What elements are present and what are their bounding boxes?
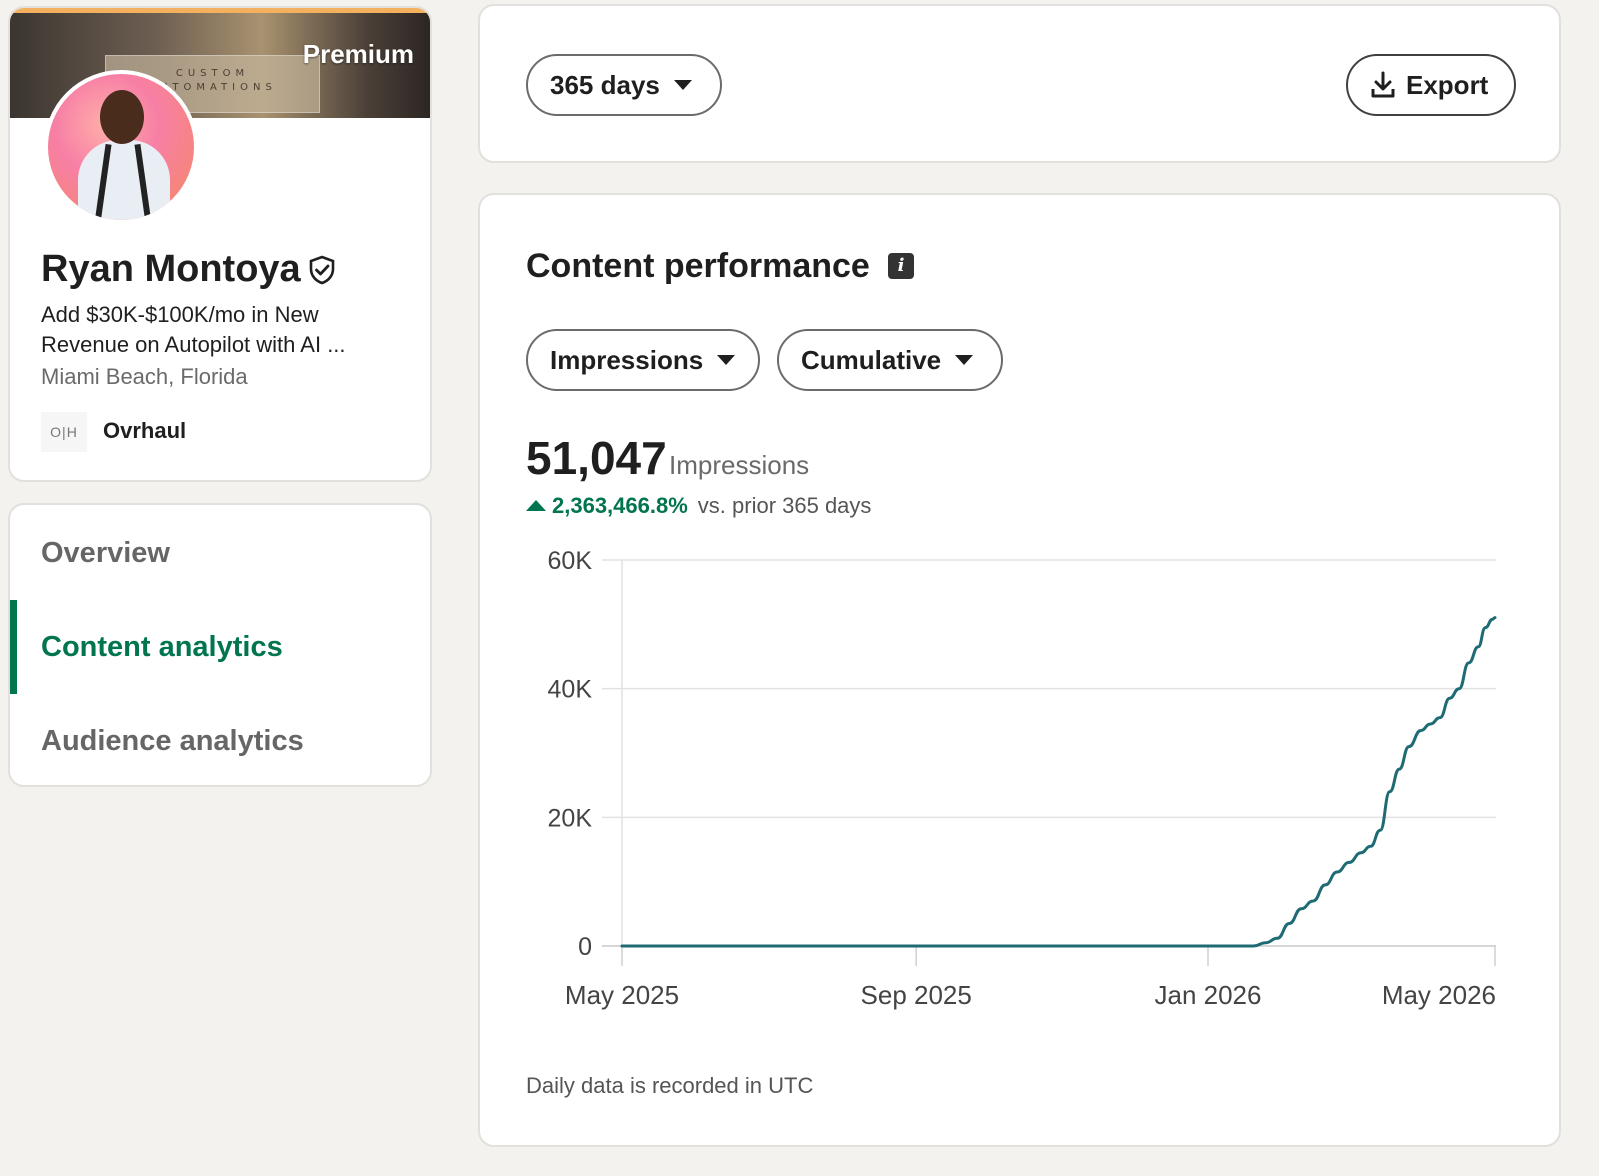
- date-range-dropdown[interactable]: 365 days: [526, 54, 722, 116]
- y-tick-label: 20K: [548, 804, 593, 832]
- avatar[interactable]: [44, 70, 198, 224]
- export-label: Export: [1406, 69, 1489, 100]
- x-tick-label: Sep 2025: [861, 980, 972, 1010]
- metric-dropdown[interactable]: Impressions: [526, 329, 760, 391]
- series-line: [620, 616, 1497, 948]
- analytics-nav: Overview Content analytics Audience anal…: [8, 503, 432, 787]
- change-indicator: 2,363,466.8% vs. prior 365 days: [526, 493, 871, 519]
- section-title: Content performance: [526, 247, 870, 285]
- content-performance-card: Content performance i Impressions Cumula…: [478, 193, 1561, 1147]
- banner-sign-line2: AUTOMATIONS: [148, 82, 277, 93]
- change-suffix: vs. prior 365 days: [697, 493, 872, 518]
- date-range-label: 365 days: [550, 69, 660, 100]
- verified-shield-icon: [309, 255, 335, 285]
- profile-location: Miami Beach, Florida: [41, 364, 248, 389]
- y-tick-label: 40K: [548, 676, 593, 704]
- avatar-body: [78, 140, 170, 220]
- profile-card: CUSTOM AUTOMATIONS Premium Ryan Montoya …: [8, 6, 432, 482]
- caret-down-icon: [673, 80, 692, 90]
- company-name[interactable]: Ovrhaul: [103, 418, 187, 443]
- x-tick-label: Jan 2026: [1154, 980, 1261, 1010]
- mode-dropdown[interactable]: Cumulative: [777, 329, 1003, 391]
- toolbar-card: 365 days Export: [478, 4, 1561, 163]
- download-icon: [1371, 71, 1395, 98]
- banner-sign-line1: CUSTOM: [175, 68, 250, 79]
- profile-name[interactable]: Ryan Montoya: [41, 248, 301, 290]
- impressions-chart: 0 20K 40K 60K May 2025 Sep 2025 Jan 2026 May 20…: [548, 547, 1497, 1010]
- y-tick-label: 60K: [548, 547, 593, 575]
- metric-dropdown-label: Impressions: [550, 344, 704, 375]
- nav-item-audience-analytics[interactable]: Audience analytics: [41, 725, 304, 757]
- info-icon[interactable]: i: [888, 253, 914, 279]
- nav-active-indicator: [10, 600, 17, 694]
- change-value: 2,363,466.8%: [552, 493, 688, 518]
- company-logo[interactable]: O|H: [41, 412, 87, 452]
- total-impressions-label: Impressions: [669, 450, 810, 480]
- nav-item-content-analytics[interactable]: Content analytics: [41, 631, 283, 663]
- export-button[interactable]: Export: [1346, 54, 1516, 116]
- total-impressions-value: 51,047: [526, 432, 667, 484]
- avatar-head: [100, 90, 144, 144]
- footnote: Daily data is recorded in UTC: [526, 1073, 814, 1098]
- y-tick-label: 0: [578, 933, 592, 961]
- x-tick-label: May 2026: [1382, 980, 1496, 1010]
- profile-headline: Add $30K-$100K/mo in New Revenue on Auto…: [41, 302, 346, 357]
- x-tick-label: May 2025: [565, 980, 679, 1010]
- nav-item-overview[interactable]: Overview: [41, 537, 170, 569]
- trend-up-icon: [526, 499, 546, 511]
- premium-badge: Premium: [302, 39, 414, 69]
- caret-down-icon: [955, 355, 974, 365]
- caret-down-icon: [717, 355, 736, 365]
- mode-dropdown-label: Cumulative: [801, 344, 942, 375]
